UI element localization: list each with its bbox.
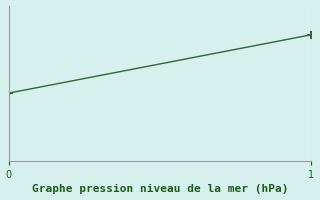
X-axis label: Graphe pression niveau de la mer (hPa): Graphe pression niveau de la mer (hPa) — [32, 184, 288, 194]
